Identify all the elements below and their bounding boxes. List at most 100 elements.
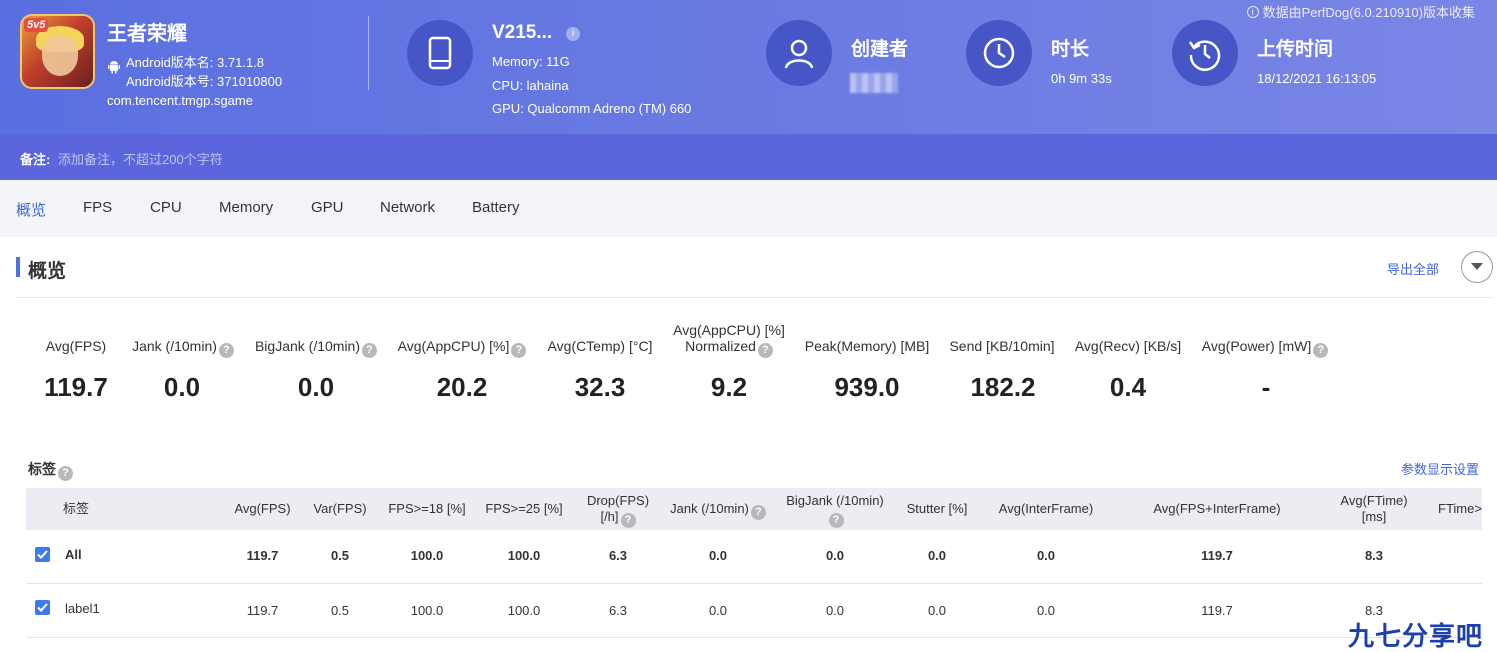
metric-label-avg-power: Avg(Power) [mW]? (1198, 338, 1332, 358)
table-cell: 0.0 (927, 548, 947, 563)
help-icon[interactable]: ? (750, 505, 766, 520)
col-var-fps: Var(FPS) (313, 501, 367, 516)
metric-label-normalized-line2: Normalized (685, 338, 756, 354)
android-icon (108, 61, 120, 74)
col-drop-fps-line1: Drop(FPS) (586, 493, 650, 508)
table-cell: 119.7 (1201, 603, 1233, 618)
table-cell: 0.0 (1036, 548, 1056, 563)
export-all-link[interactable]: 导出全部 (1387, 262, 1440, 277)
app-icon: 5v5 (20, 14, 95, 89)
col-fps-interframe: Avg(FPS+InterFrame) (1153, 501, 1281, 516)
param-settings-link[interactable]: 参数显示设置 (1401, 462, 1480, 477)
help-icon[interactable]: ? (828, 513, 844, 528)
report-header: i 数据由PerfDog(6.0.210910)版本收集 5v5 王者荣耀 An… (0, 0, 1497, 134)
help-icon[interactable]: ? (362, 343, 378, 358)
help-icon[interactable]: ? (620, 513, 636, 528)
header-divider (368, 16, 369, 90)
duration-value: 0h 9m 33s (1051, 71, 1112, 86)
app-package: com.tencent.tmgp.sgame (107, 93, 253, 108)
help-icon[interactable]: ? (58, 466, 73, 481)
creator-name-blurred (850, 73, 898, 93)
clock-icon (966, 20, 1032, 86)
table-cell: 100.0 (410, 603, 444, 618)
help-icon[interactable]: ? (218, 343, 234, 358)
col-stutter: Stutter [%] (906, 501, 968, 516)
metric-label-normalized-line1: Avg(AppCPU) [%] (673, 322, 785, 338)
table-cell: 0.5 (330, 548, 350, 563)
row-divider (26, 583, 1482, 584)
device-cpu: CPU: lahaina (492, 78, 569, 93)
col-avg-fps: Avg(FPS) (234, 501, 291, 516)
row-checkbox-label1[interactable] (35, 600, 50, 615)
tab-network[interactable]: Network (380, 199, 436, 216)
help-icon[interactable]: ? (757, 343, 773, 358)
table-cell: 100.0 (410, 548, 444, 563)
row-label1-name: label1 (65, 601, 100, 616)
table-cell: 0.5 (330, 603, 350, 618)
table-cell: 6.3 (608, 548, 628, 563)
info-icon: i (1246, 5, 1259, 18)
device-info-icon[interactable]: i (566, 27, 580, 41)
metric-value-avg-ctemp: 32.3 (574, 372, 626, 402)
col-fps25: FPS>=25 [%] (485, 501, 563, 516)
metric-label-normalized-line2-wrap: Normalized? (668, 338, 790, 358)
history-icon (1172, 20, 1238, 86)
metric-value-peak-memory: 939.0 (834, 372, 900, 402)
check-icon (37, 550, 48, 559)
tab-gpu[interactable]: GPU (311, 199, 344, 216)
table-cell: 0.0 (1036, 603, 1056, 618)
metric-label-jank-text: Jank (/10min) (132, 338, 217, 354)
android-version-name: Android版本名: 3.71.1.8 (126, 55, 265, 70)
metric-value-send: 182.2 (970, 372, 1036, 402)
col-tag: 标签 (63, 501, 90, 516)
tab-battery[interactable]: Battery (472, 199, 520, 216)
col-interframe: Avg(InterFrame) (998, 501, 1094, 516)
metric-value-normalized: 9.2 (710, 372, 748, 402)
duration-title: 时长 (1051, 39, 1090, 60)
table-cell: 6.3 (608, 603, 628, 618)
col-ftime: Avg(FTime) [ms] (1330, 493, 1418, 525)
section-title: 概览 (28, 261, 67, 282)
col-fps18: FPS>=18 [%] (388, 501, 466, 516)
tab-memory[interactable]: Memory (219, 199, 274, 216)
col-jank: Jank (/10min)? (664, 501, 772, 520)
tab-cpu[interactable]: CPU (150, 199, 182, 216)
watermark: 九七分享吧 (1348, 621, 1484, 651)
tags-title-text: 标签 (28, 461, 56, 477)
caret-down-icon (1471, 263, 1483, 270)
table-cell: 0.0 (708, 603, 728, 618)
metric-label-avg-ctemp: Avg(CTemp) [°C] (547, 338, 653, 354)
tab-fps[interactable]: FPS (83, 199, 113, 216)
metric-label-avg-power-text: Avg(Power) [mW] (1201, 338, 1312, 354)
col-bigjank-text: BigJank (/10min) (786, 493, 884, 508)
col-bigjank: BigJank (/10min) ? (780, 493, 890, 528)
notes-input[interactable]: 添加备注，不超过200个字符 (58, 152, 223, 167)
help-icon[interactable]: ? (1313, 343, 1329, 358)
table-cell: 100.0 (507, 603, 541, 618)
collapse-button[interactable] (1461, 251, 1493, 283)
tab-bar: 概览 FPS CPU Memory GPU Network Battery (0, 180, 1497, 237)
upload-value: 18/12/2021 16:13:05 (1257, 71, 1377, 86)
table-cell: 0.0 (708, 548, 728, 563)
notes-bar: 备注: 添加备注，不超过200个字符 (0, 134, 1497, 180)
app-icon-badge: 5v5 (24, 18, 49, 32)
notes-label: 备注: (20, 152, 51, 167)
col-drop-fps-line2: [/h] (600, 509, 619, 524)
metric-value-avg-recv: 0.4 (1109, 372, 1147, 402)
row-all-name: All (65, 547, 82, 562)
help-icon[interactable]: ? (511, 343, 527, 358)
metric-value-avg-power: - (1261, 372, 1271, 402)
metric-label-peak-memory: Peak(Memory) [MB] (804, 338, 930, 354)
android-version-code: Android版本号: 371010800 (126, 74, 283, 89)
row-checkbox-all[interactable] (35, 547, 50, 562)
metric-label-send: Send [KB/10min] (949, 338, 1055, 354)
user-icon (766, 20, 832, 86)
metric-value-bigjank: 0.0 (297, 372, 335, 402)
tab-overview[interactable]: 概览 (16, 202, 47, 219)
table-cell: 0.0 (825, 603, 845, 618)
metric-label-avg-fps: Avg(FPS) (45, 338, 107, 354)
collect-note: i 数据由PerfDog(6.0.210910)版本收集 (1246, 2, 1475, 21)
phone-icon (407, 20, 473, 86)
tags-title: 标签? (28, 459, 73, 481)
metric-label-bigjank-text: BigJank (/10min) (254, 338, 361, 354)
